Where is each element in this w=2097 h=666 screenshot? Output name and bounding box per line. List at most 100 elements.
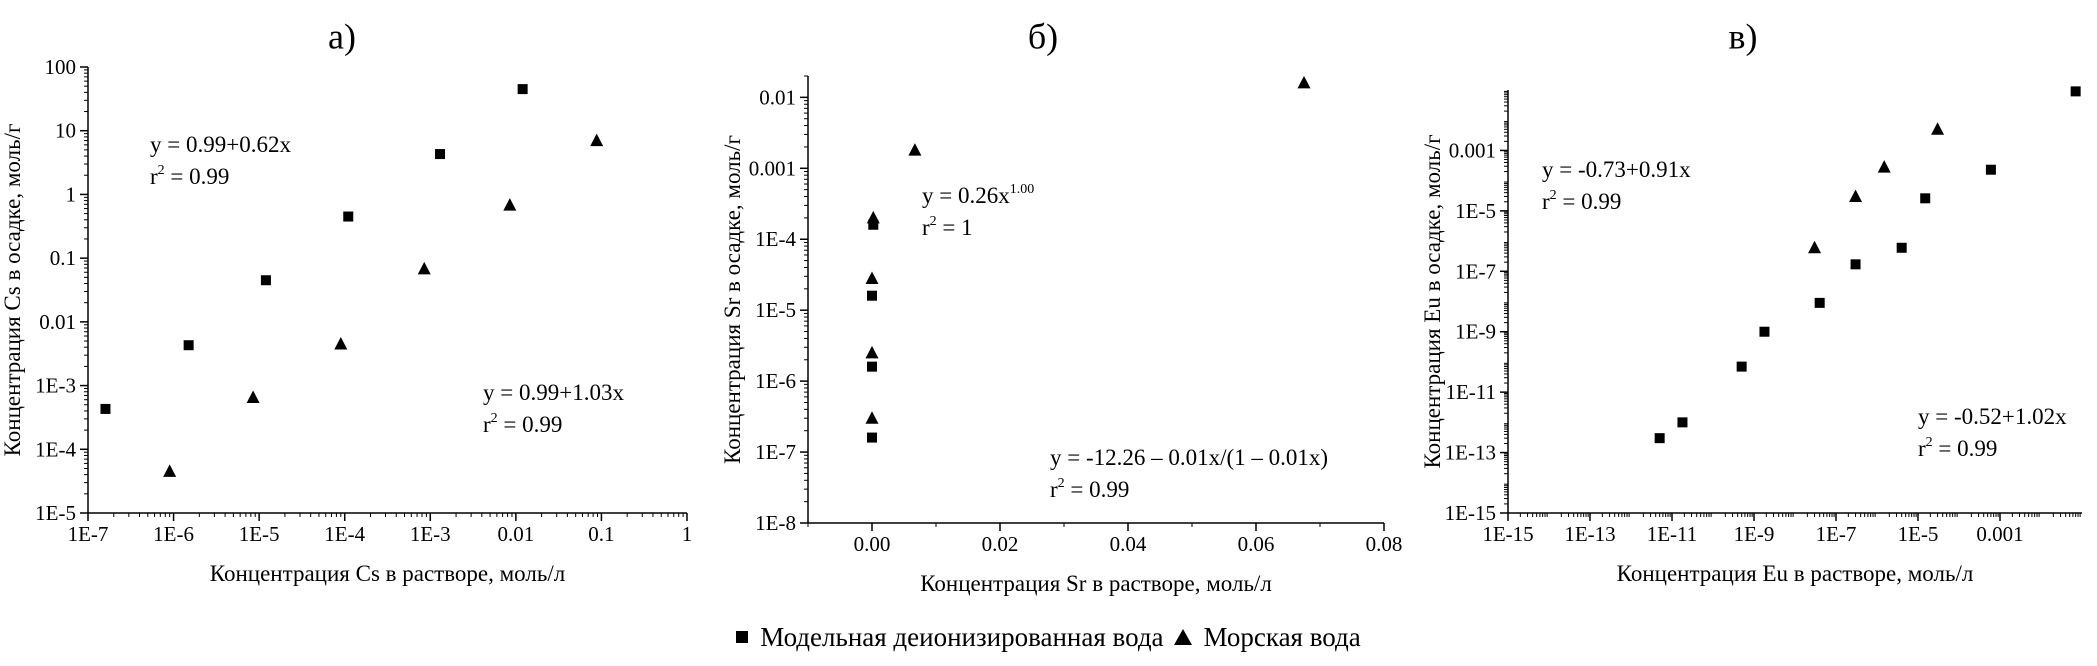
x-tick-label: 0.01: [497, 522, 534, 546]
equation-superscript: 2: [1550, 188, 1557, 203]
y-tick-label: 10: [55, 119, 76, 143]
y-tick-label: 0.001: [749, 156, 796, 180]
point-triangle: [1297, 75, 1311, 89]
equation-text: y = -0.73+0.91x: [1542, 157, 1691, 182]
series-deionized-water: [867, 219, 879, 443]
triangle-marker-icon: [1173, 629, 1192, 645]
equation-text: r: [1050, 477, 1058, 502]
point-square: [260, 275, 271, 286]
y-tick-label: 0.1: [50, 246, 76, 270]
point-triangle: [1808, 240, 1822, 254]
point-triangle: [865, 271, 879, 284]
point-square: [868, 219, 879, 230]
fit-equation: y = -12.26 – 0.01x/(1 – 0.01x) r2 = 0.99: [1050, 445, 1328, 502]
x-tick-label: 0.06: [1238, 532, 1275, 556]
x-tick-label: 1E-11: [1647, 522, 1698, 546]
point-square: [1759, 326, 1770, 337]
point-triangle: [246, 390, 260, 403]
equation-superscript: 2: [930, 214, 937, 229]
equation-text: y = 0.99+0.62x: [150, 132, 291, 157]
x-tick-label: 1E-9: [1734, 522, 1775, 546]
equation-text: y = -0.52+1.02x: [1918, 404, 2067, 429]
point-triangle: [908, 143, 922, 156]
point-square: [867, 361, 877, 372]
equation-superscript: 2: [1926, 435, 1933, 450]
x-tick-label: 0.04: [1110, 532, 1147, 556]
series-seawater: [1808, 122, 1945, 254]
x-tick-label: 1E-15: [1482, 522, 1533, 546]
y-axis-title: Концентрация Eu в осадке, моль/г: [1420, 134, 1445, 468]
x-tick-label: 0.08: [1366, 532, 1403, 556]
y-tick-label: 100: [45, 55, 77, 79]
point-triangle: [590, 133, 604, 147]
fit-equation: y = -0.73+0.91x r2 = 0.99: [1542, 157, 1691, 214]
point-square: [1850, 259, 1861, 270]
y-axis-title: Концентрация Cs в осадке, моль/г: [0, 124, 25, 457]
equation-text: r: [1542, 189, 1550, 214]
chart-panel-1: а) 1E-7 1E-6 1E-5 1E-4 1E-3 0.01 0.1 1 1E-5 1E-4 1E…: [0, 16, 692, 586]
equation-text: = 0.99: [1065, 477, 1130, 502]
y-tick-label: 0.001: [1449, 138, 1496, 162]
legend: Модельная деионизированная вода Морская …: [0, 617, 2097, 657]
x-tick-label: 1E-5: [239, 522, 280, 546]
equation-superscript: 2: [1058, 476, 1065, 491]
point-triangle: [865, 411, 879, 424]
x-axis-title: Концентрация Eu в растворе, моль/л: [1617, 561, 1974, 586]
y-axis-title: Концентрация Sr в осадке, моль/г: [720, 135, 745, 464]
panel-label: а): [328, 16, 356, 56]
legend-label-seawater: Морская вода: [1203, 621, 1361, 652]
y-tick-label: 1E-7: [1455, 259, 1496, 283]
point-square: [1736, 361, 1747, 372]
x-tick-label: 1E-7: [1816, 522, 1857, 546]
x-tick-label: 1E-13: [1564, 522, 1615, 546]
equation-line: r2 = 0.99: [1918, 435, 1997, 461]
point-square: [183, 340, 194, 351]
equation-line: r2 = 0.99: [1050, 476, 1129, 502]
x-tick-label: 0.1: [588, 522, 614, 546]
equation-superscript: 2: [158, 163, 165, 178]
point-triangle: [1877, 160, 1891, 173]
y-tick-label: 1E-9: [1455, 320, 1496, 344]
equation-line: y = 0.26x1.00: [922, 182, 1034, 208]
equation-text: = 0.99: [165, 164, 230, 189]
point-square: [1814, 297, 1825, 308]
point-triangle: [1931, 122, 1945, 135]
legend-label-deionized: Модельная деионизированная вода: [760, 621, 1164, 652]
equation-text: r: [150, 164, 158, 189]
point-triangle: [163, 464, 177, 477]
y-tick-label: 1E-4: [35, 437, 76, 461]
y-tick-label: 1E-4: [755, 227, 796, 251]
x-tick-label: 0.00: [854, 532, 891, 556]
fit-equation: y = 0.99+0.62x r2 = 0.99: [150, 132, 291, 189]
equation-line: y = -12.26 – 0.01x/(1 – 0.01x): [1050, 445, 1328, 470]
equation-line: y = -0.73+0.91x: [1542, 157, 1691, 182]
equation-line: r2 = 0.99: [483, 411, 562, 437]
panel-label: б): [1028, 16, 1058, 56]
x-tick-label: 1E-4: [324, 522, 365, 546]
x-axis-title: Концентрация Sr в растворе, моль/л: [920, 571, 1272, 596]
x-tick-label: 1: [682, 522, 693, 546]
x-tick-label: 1E-5: [1898, 522, 1939, 546]
y-tick-label: 1E-3: [35, 374, 76, 398]
series-seawater: [865, 75, 1311, 424]
equation-text: = 0.99: [498, 412, 563, 437]
equation-text: r: [1918, 436, 1926, 461]
point-triangle: [866, 210, 880, 224]
y-tick-label: 1E-7: [755, 440, 796, 464]
y-tick-label: 1E-15: [1445, 501, 1496, 525]
point-square: [1654, 433, 1665, 444]
equation-text: = 0.99: [1557, 189, 1622, 214]
point-square: [867, 290, 877, 301]
square-marker-icon: [736, 631, 749, 643]
equation-text: = 0.99: [1933, 436, 1998, 461]
equation-line: r2 = 1: [922, 214, 973, 240]
point-square: [435, 149, 446, 160]
y-tick-label: 0.01: [759, 85, 796, 109]
y-tick-label: 1E-8: [755, 511, 796, 535]
equation-line: r2 = 0.99: [1542, 188, 1621, 214]
point-square: [517, 84, 528, 95]
fit-equation: y = -0.52+1.02x r2 = 0.99: [1918, 404, 2067, 461]
x-tick-label: 1E-6: [153, 522, 194, 546]
panel-label: в): [1729, 16, 1758, 56]
point-triangle: [865, 345, 879, 359]
